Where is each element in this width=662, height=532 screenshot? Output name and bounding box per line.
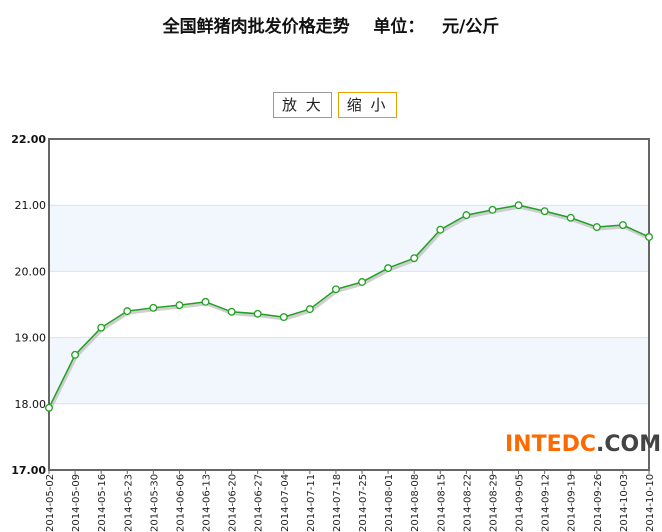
x-tick-label: 2014-07-04 bbox=[280, 474, 291, 532]
y-tick-label: 17.00 bbox=[11, 464, 46, 477]
zoom-controls: 放 大 缩 小 bbox=[273, 92, 397, 118]
y-tick-label: 21.00 bbox=[15, 199, 47, 212]
x-tick-label: 2014-07-18 bbox=[332, 474, 343, 532]
data-point bbox=[384, 264, 393, 273]
y-tick-label: 18.00 bbox=[15, 398, 47, 411]
series-shadow bbox=[48, 205, 651, 411]
data-point bbox=[175, 301, 184, 310]
data-point bbox=[97, 323, 106, 332]
x-tick-label: 2014-09-12 bbox=[541, 474, 552, 532]
zoom-in-button[interactable]: 放 大 bbox=[273, 92, 332, 118]
x-tick-label: 2014-06-20 bbox=[228, 474, 239, 532]
x-tick-label: 2014-09-26 bbox=[593, 474, 604, 532]
series-line bbox=[48, 204, 650, 409]
x-tick-label: 2014-05-23 bbox=[123, 474, 134, 532]
data-point bbox=[645, 233, 653, 241]
x-tick-label: 2014-10-03 bbox=[619, 474, 630, 532]
data-point bbox=[253, 309, 262, 318]
x-tick-label: 2014-09-05 bbox=[515, 474, 526, 532]
data-point bbox=[358, 278, 366, 286]
x-tick-label: 2014-05-09 bbox=[71, 474, 82, 532]
x-tick-label: 2014-05-30 bbox=[149, 474, 160, 532]
x-tick-label: 2014-10-10 bbox=[645, 474, 656, 532]
data-point bbox=[71, 350, 80, 359]
chart-title: 全国鲜猪肉批发价格走势 单位： 元/公斤 bbox=[162, 17, 500, 37]
y-tick-label: 20.00 bbox=[15, 265, 47, 278]
zoom-out-button[interactable]: 缩 小 bbox=[337, 92, 397, 118]
x-tick-label: 2014-07-11 bbox=[306, 474, 317, 532]
data-point bbox=[227, 307, 236, 316]
watermark-part1: INTEDC bbox=[505, 432, 597, 457]
data-point bbox=[436, 225, 445, 234]
x-tick-label: 2014-08-22 bbox=[462, 474, 473, 532]
x-tick-label: 2014-06-27 bbox=[254, 474, 265, 532]
data-point bbox=[305, 305, 314, 314]
watermark-part2: .COM bbox=[596, 432, 662, 457]
x-tick-label: 2014-05-02 bbox=[45, 474, 56, 532]
data-point bbox=[540, 207, 549, 216]
grid-band bbox=[49, 337, 649, 404]
y-tick-label: 22.00 bbox=[11, 133, 46, 146]
data-point bbox=[123, 307, 132, 316]
data-point bbox=[149, 303, 158, 312]
data-point bbox=[462, 211, 471, 220]
x-tick-label: 2014-06-13 bbox=[202, 474, 213, 532]
x-tick-label: 2014-08-15 bbox=[436, 474, 447, 532]
data-point bbox=[488, 205, 497, 214]
data-point bbox=[514, 201, 523, 210]
data-point bbox=[566, 213, 575, 222]
data-point bbox=[618, 221, 627, 230]
x-tick-label: 2014-08-01 bbox=[384, 474, 395, 532]
x-tick-label: 2014-08-08 bbox=[410, 474, 421, 532]
grid-band bbox=[49, 205, 649, 272]
watermark-logo: INTEDC.COM bbox=[505, 432, 661, 458]
x-tick-label: 2014-09-19 bbox=[567, 474, 578, 532]
data-point bbox=[410, 254, 419, 263]
y-tick-label: 19.00 bbox=[15, 332, 47, 345]
x-tick-label: 2014-05-16 bbox=[97, 474, 108, 532]
data-point bbox=[201, 297, 210, 306]
data-point bbox=[45, 403, 53, 412]
x-tick-label: 2014-08-29 bbox=[488, 474, 499, 532]
x-tick-label: 2014-06-06 bbox=[175, 474, 186, 532]
plot-border bbox=[48, 138, 650, 471]
data-point bbox=[279, 313, 288, 322]
x-tick-label: 2014-07-25 bbox=[358, 474, 369, 532]
data-point bbox=[332, 285, 340, 294]
data-point bbox=[592, 223, 601, 231]
